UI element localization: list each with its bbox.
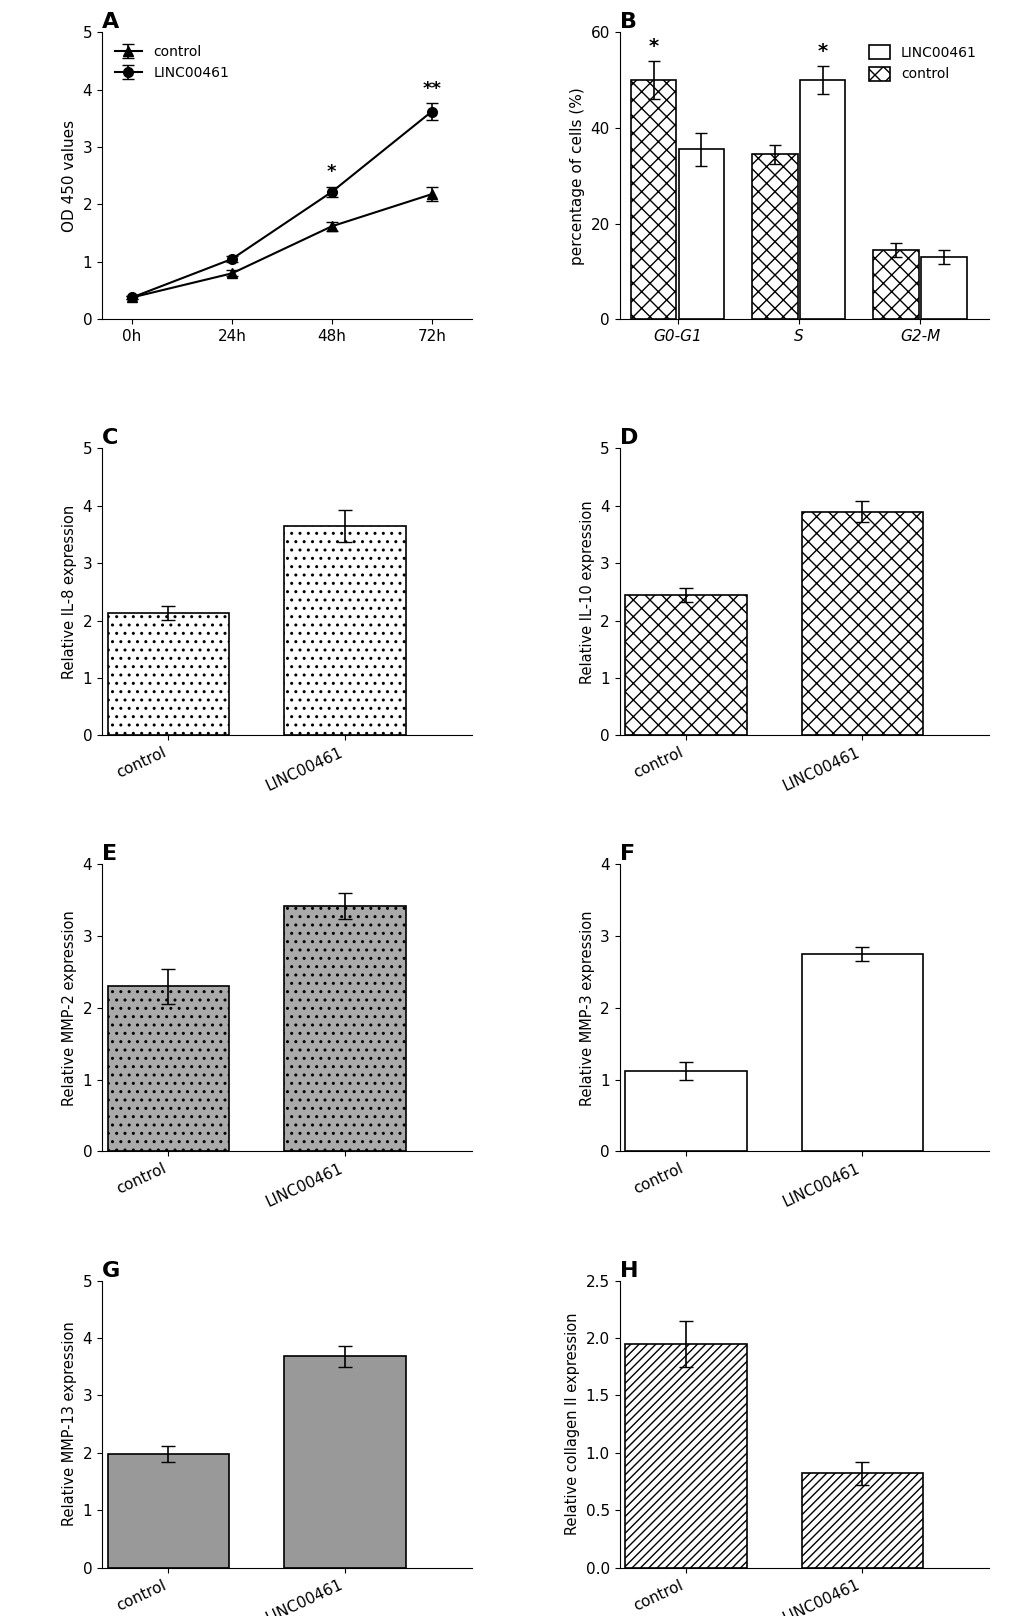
Text: E: E xyxy=(102,845,117,865)
Text: **: ** xyxy=(422,79,441,97)
Bar xyxy=(625,1071,746,1152)
Y-axis label: Relative MMP-13 expression: Relative MMP-13 expression xyxy=(62,1322,76,1527)
Text: A: A xyxy=(102,13,119,32)
Bar xyxy=(801,953,922,1152)
Bar xyxy=(107,986,228,1152)
Bar xyxy=(920,257,966,320)
Bar xyxy=(284,1356,406,1568)
Text: C: C xyxy=(102,428,118,448)
Bar xyxy=(631,81,676,320)
Text: F: F xyxy=(620,845,634,865)
Text: G: G xyxy=(102,1260,120,1280)
Text: *: * xyxy=(817,42,827,61)
Bar xyxy=(799,81,845,320)
Y-axis label: Relative MMP-2 expression: Relative MMP-2 expression xyxy=(62,910,76,1105)
Bar xyxy=(625,595,746,735)
Bar xyxy=(284,525,406,735)
Text: *: * xyxy=(648,37,658,57)
Y-axis label: Relative IL-10 expression: Relative IL-10 expression xyxy=(579,499,594,684)
Bar xyxy=(751,154,797,320)
Bar xyxy=(625,1343,746,1568)
Legend: LINC00461, control: LINC00461, control xyxy=(863,39,981,87)
Bar xyxy=(107,612,228,735)
Text: H: H xyxy=(620,1260,638,1280)
Y-axis label: Relative IL-8 expression: Relative IL-8 expression xyxy=(62,504,76,679)
Bar xyxy=(284,907,406,1152)
Bar xyxy=(872,250,918,320)
Y-axis label: OD 450 values: OD 450 values xyxy=(62,120,76,231)
Bar xyxy=(678,150,723,320)
Text: *: * xyxy=(327,163,336,181)
Bar xyxy=(801,512,922,735)
Y-axis label: percentage of cells (%): percentage of cells (%) xyxy=(570,87,585,265)
Y-axis label: Relative collagen II expression: Relative collagen II expression xyxy=(565,1312,580,1535)
Text: B: B xyxy=(620,13,636,32)
Y-axis label: Relative MMP-3 expression: Relative MMP-3 expression xyxy=(579,910,594,1105)
Bar xyxy=(107,1454,228,1568)
Legend: control, LINC00461: control, LINC00461 xyxy=(109,39,234,86)
Bar xyxy=(801,1474,922,1568)
Text: D: D xyxy=(620,428,638,448)
